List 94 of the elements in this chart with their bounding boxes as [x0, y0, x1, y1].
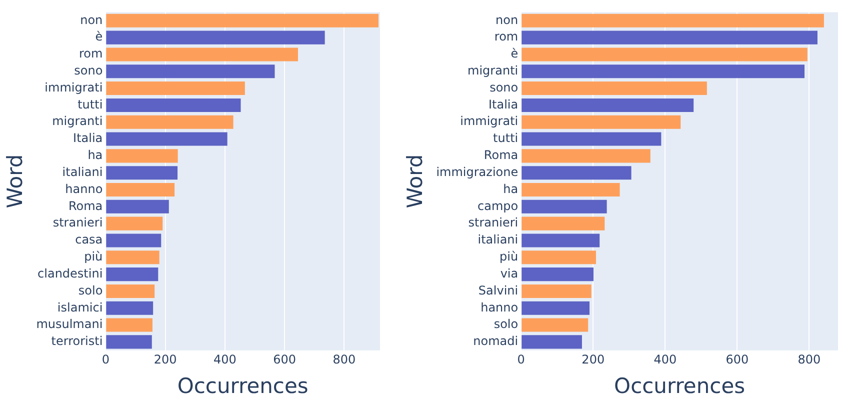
x-tick-label: 400: [654, 352, 677, 367]
y-tick-label: tutti: [493, 131, 518, 146]
bar: [522, 301, 590, 315]
bar: [522, 82, 707, 96]
bar: [522, 335, 582, 349]
y-tick-label: stranieri: [52, 216, 103, 230]
y-tick-label: solo: [494, 317, 518, 332]
bar: [522, 98, 694, 112]
y-tick-label: più: [84, 250, 103, 264]
bar: [522, 149, 650, 163]
y-tick-label: via: [500, 266, 518, 280]
bar: [522, 132, 662, 146]
y-tick-label: migranti: [468, 64, 518, 78]
y-tick-label: tutti: [78, 97, 103, 112]
y-tick-label: è: [95, 30, 103, 44]
bar: [106, 98, 241, 112]
bar: [106, 200, 169, 214]
y-tick-label: stranieri: [468, 216, 518, 230]
bar: [106, 149, 178, 163]
y-tick-label: immigrazione: [436, 164, 518, 179]
bar: [106, 64, 275, 78]
bar: [106, 250, 160, 264]
bar: [522, 14, 824, 28]
bar: [522, 216, 605, 230]
x-tick-label: 0: [517, 352, 525, 367]
x-tick-label: 800: [332, 352, 356, 367]
y-axis-title: Word: [3, 154, 28, 208]
bar: [522, 200, 607, 214]
y-tick-label: italiani: [478, 232, 518, 247]
y-tick-label: hanno: [65, 182, 103, 196]
x-axis-title: Occurrences: [614, 374, 746, 398]
bar: [106, 182, 175, 197]
bar: [522, 166, 632, 180]
bar: [106, 284, 155, 298]
y-tick-label: immigrati: [44, 80, 103, 94]
bar: [522, 64, 805, 78]
y-tick-label: italiani: [62, 164, 103, 179]
bar: [106, 216, 163, 230]
bar: [522, 284, 592, 298]
x-axis-title: Occurrences: [177, 374, 308, 398]
y-tick-label: islamici: [57, 300, 103, 314]
bar: [106, 132, 228, 146]
y-tick-label: solo: [78, 283, 103, 298]
x-tick-label: 200: [582, 352, 605, 367]
y-axis-title: Word: [403, 154, 428, 208]
bar: [106, 301, 154, 315]
bar: [106, 30, 325, 44]
y-tick-label: Salvini: [478, 283, 518, 298]
y-tick-label: rom: [78, 46, 103, 61]
y-tick-label: non: [80, 12, 103, 27]
bar: [106, 82, 245, 96]
bar: [522, 115, 681, 129]
y-tick-label: Italia: [73, 131, 103, 146]
y-tick-label: hanno: [480, 300, 518, 314]
bar: [522, 318, 588, 332]
y-tick-label: ha: [503, 182, 518, 196]
bar: [522, 250, 596, 264]
y-tick-label: sono: [74, 64, 103, 78]
y-tick-label: Italia: [488, 97, 518, 112]
bar: [106, 318, 152, 332]
bar: [106, 14, 379, 28]
bar: [106, 48, 298, 62]
y-tick-label: è: [510, 46, 518, 61]
bar: [106, 115, 234, 129]
y-tick-label: Roma: [484, 148, 518, 162]
bar: [522, 268, 594, 282]
y-tick-label: più: [500, 250, 518, 264]
y-tick-label: campo: [478, 198, 518, 213]
x-tick-label: 200: [154, 352, 177, 367]
y-tick-label: immigrati: [460, 114, 518, 128]
y-tick-label: musulmani: [36, 317, 103, 332]
bar: [106, 234, 162, 248]
bar: [522, 30, 818, 44]
bar: [522, 182, 620, 197]
y-tick-label: nomadi: [473, 334, 518, 348]
y-tick-label: rom: [494, 30, 518, 44]
x-tick-label: 600: [273, 352, 296, 367]
y-tick-label: migranti: [52, 114, 103, 128]
y-tick-label: sono: [490, 80, 518, 94]
y-tick-label: non: [496, 12, 518, 27]
x-tick-label: 0: [102, 352, 110, 367]
y-tick-label: ha: [88, 148, 103, 162]
y-tick-label: terroristi: [51, 334, 103, 348]
y-tick-label: casa: [75, 232, 103, 247]
y-tick-label: clandestini: [38, 266, 103, 280]
bar: [106, 335, 152, 349]
bar: [106, 268, 158, 282]
bar: [522, 234, 600, 248]
bar: [522, 48, 808, 62]
bar: [106, 166, 178, 180]
x-tick-label: 800: [798, 352, 821, 367]
x-tick-label: 400: [213, 352, 236, 367]
x-tick-label: 600: [726, 352, 749, 367]
y-tick-label: Roma: [68, 198, 103, 213]
